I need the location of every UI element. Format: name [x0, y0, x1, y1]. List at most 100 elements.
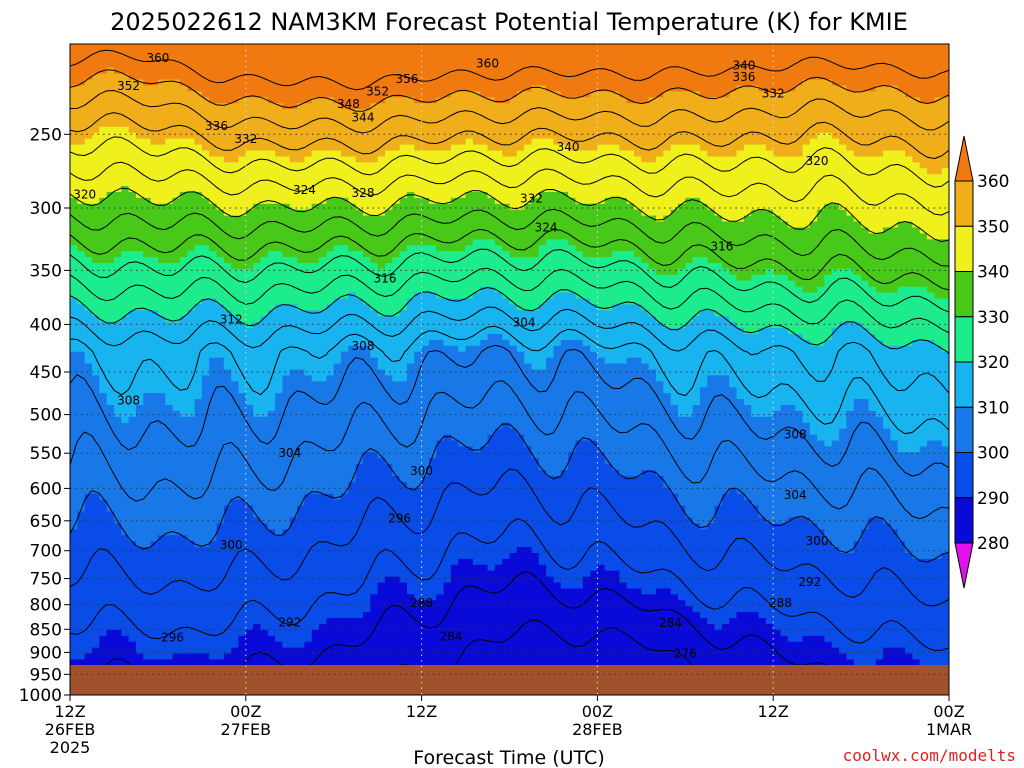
band-cell: [399, 126, 408, 134]
band-cell: [494, 227, 503, 234]
band-cell: [839, 67, 848, 75]
band-cell: [370, 239, 379, 246]
band-cell: [428, 73, 437, 81]
band-cell: [194, 79, 203, 87]
band-cell: [648, 97, 657, 104]
band-cell: [941, 91, 949, 98]
band-cell: [575, 156, 584, 163]
band-cell: [428, 245, 437, 252]
band-cell: [597, 245, 606, 252]
band-cell: [546, 221, 555, 229]
band-cell: [941, 186, 949, 193]
band-cell: [465, 233, 474, 240]
band-cell: [736, 233, 745, 240]
band-cell: [626, 55, 635, 63]
band-cell: [575, 44, 584, 51]
band-cell: [216, 251, 225, 258]
band-cell: [289, 233, 298, 240]
band-cell: [905, 61, 913, 69]
band-cell: [780, 280, 789, 288]
band-cell: [428, 215, 437, 223]
band-cell: [634, 150, 642, 158]
band-cell: [311, 257, 320, 264]
band-cell: [590, 180, 598, 187]
band-cell: [619, 180, 628, 187]
band-cell: [817, 191, 826, 199]
band-cell: [934, 91, 943, 98]
band-cell: [839, 245, 848, 252]
band-cell: [231, 120, 240, 128]
band-cell: [883, 239, 891, 246]
band-cell: [560, 61, 569, 69]
band-cell: [641, 109, 650, 116]
band-cell: [626, 262, 635, 270]
band-cell: [406, 67, 415, 75]
band-cell: [450, 162, 459, 169]
band-cell: [150, 73, 159, 81]
band-cell: [480, 150, 489, 158]
band-cell: [729, 174, 738, 181]
band-cell: [450, 61, 459, 69]
band-cell: [502, 227, 511, 234]
band-cell: [121, 203, 130, 211]
band-cell: [721, 115, 730, 122]
band-cell: [524, 156, 533, 163]
band-cell: [604, 262, 613, 270]
band-cell: [77, 268, 86, 276]
band-cell: [99, 109, 108, 116]
band-cell: [582, 138, 591, 146]
band-cell: [560, 233, 569, 240]
band-cell: [121, 67, 130, 75]
band-cell: [399, 73, 408, 81]
band-cell: [509, 191, 518, 199]
band-cell: [143, 79, 152, 87]
band-cell: [875, 257, 884, 264]
band-cell: [223, 61, 232, 69]
band-cell: [341, 144, 349, 152]
band-cell: [861, 215, 870, 223]
band-cell: [538, 73, 547, 81]
band-cell: [692, 144, 701, 152]
band-cell: [363, 115, 371, 122]
band-cell: [472, 174, 481, 181]
band-cell: [216, 103, 225, 110]
band-cell: [121, 97, 130, 104]
band-cell: [458, 44, 467, 51]
band-cell: [919, 197, 928, 205]
band-cell: [113, 132, 122, 140]
band-cell: [245, 209, 254, 217]
band-cell: [472, 286, 481, 294]
band-cell: [128, 79, 137, 87]
band-cell: [502, 55, 511, 63]
band-cell: [465, 286, 474, 294]
band-cell: [487, 245, 496, 252]
band-cell: [355, 109, 364, 116]
band-cell: [677, 203, 686, 211]
band-cell: [861, 79, 870, 87]
band-cell: [582, 215, 591, 223]
band-cell: [612, 115, 620, 122]
band-cell: [641, 233, 650, 240]
band-cell: [809, 203, 818, 211]
band-cell: [179, 262, 188, 270]
band-cell: [897, 115, 906, 122]
band-cell: [927, 251, 935, 258]
band-cell: [458, 97, 467, 104]
band-cell: [465, 257, 474, 264]
band-cell: [546, 209, 555, 217]
band-cell: [568, 138, 577, 146]
band-cell: [582, 97, 591, 104]
band-cell: [897, 55, 906, 63]
band-cell: [751, 274, 760, 282]
band-cell: [699, 132, 708, 140]
band-cell: [187, 209, 196, 217]
band-cell: [641, 174, 650, 181]
band-cell: [699, 44, 708, 51]
band-cell: [319, 245, 327, 252]
band-cell: [597, 79, 606, 87]
band-cell: [634, 168, 642, 175]
band-cell: [128, 227, 137, 234]
band-cell: [736, 239, 745, 246]
band-cell: [656, 197, 664, 205]
band-cell: [685, 67, 694, 75]
